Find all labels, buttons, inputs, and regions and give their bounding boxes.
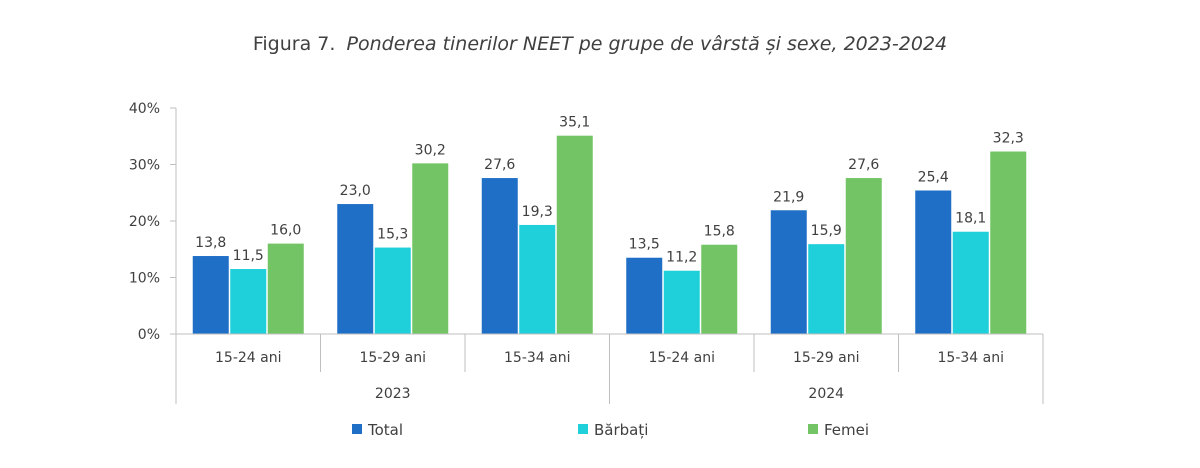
- bar: [808, 244, 845, 334]
- bar: [701, 244, 738, 334]
- bar: [626, 257, 663, 334]
- data-labels: 13,8 23,0 27,6 13,5 21,9 25,4 11,5 15,3 19,3 11,2…: [195, 115, 1024, 266]
- data-label: 13,5: [629, 237, 660, 253]
- y-tick-label: 30%: [129, 158, 160, 174]
- data-label: 18,1: [955, 211, 986, 227]
- legend-item: Femei: [808, 421, 869, 439]
- data-label: 16,0: [270, 223, 301, 239]
- x-tick-label: 15-34 ani: [938, 350, 1004, 366]
- data-label: 25,4: [918, 169, 949, 185]
- legend-item: Bărbați: [578, 421, 648, 439]
- y-axis: 0% 10% 20% 30% 40%: [129, 101, 177, 404]
- x-tick-label: 15-29 ani: [793, 350, 859, 366]
- data-label: 30,2: [415, 142, 446, 158]
- bar: [481, 178, 518, 334]
- bar: [412, 163, 449, 334]
- bar: [192, 256, 229, 334]
- data-label: 13,8: [195, 235, 226, 251]
- x-tick-label: 15-24 ani: [215, 350, 281, 366]
- chart-title-prefix: Figura 7.: [253, 33, 336, 55]
- x-tick-label: 15-34 ani: [504, 350, 570, 366]
- legend-label: Femei: [824, 421, 869, 439]
- legend-label: Total: [367, 421, 403, 439]
- data-label: 19,3: [522, 204, 553, 220]
- chart-title-text: Ponderea tinerilor NEET pe grupe de vârs…: [347, 33, 948, 55]
- y-tick-label: 20%: [129, 214, 160, 230]
- data-label: 15,8: [704, 224, 735, 240]
- y-tick-label: 40%: [129, 101, 160, 117]
- bar: [663, 270, 700, 334]
- legend-swatch: [578, 424, 588, 434]
- bar: [519, 224, 556, 334]
- group-label: 2023: [375, 386, 411, 402]
- legend-swatch: [352, 424, 362, 434]
- data-label: 27,6: [484, 157, 515, 173]
- data-label: 27,6: [848, 157, 879, 173]
- bar: [845, 178, 882, 334]
- data-label: 35,1: [559, 115, 590, 131]
- data-label: 15,9: [811, 223, 842, 239]
- x-tick-label: 15-24 ani: [649, 350, 715, 366]
- bar: [556, 135, 593, 334]
- group-label: 2024: [808, 386, 844, 402]
- data-label: 23,0: [340, 183, 371, 199]
- bar: [337, 204, 374, 334]
- data-label: 11,5: [233, 248, 264, 264]
- x-tick-label: 15-29 ani: [360, 350, 426, 366]
- y-tick-label: 0%: [138, 327, 160, 343]
- bar: [990, 151, 1027, 334]
- y-tick-label: 10%: [129, 271, 160, 287]
- bar: [267, 243, 304, 334]
- x-axis: 15-24 ani 15-29 ani 15-34 ani 15-24 ani 15-2…: [176, 333, 1044, 404]
- bar: [374, 247, 411, 334]
- legend-label: Bărbați: [594, 421, 648, 439]
- bar: [952, 231, 989, 334]
- bar: [915, 190, 952, 334]
- legend-item: Total: [352, 421, 403, 439]
- bar: [770, 210, 807, 334]
- legend: Total Bărbați Femei: [352, 421, 869, 439]
- bar: [230, 269, 267, 334]
- data-label: 21,9: [773, 189, 804, 205]
- bars: [192, 135, 1027, 334]
- chart-title: Figura 7. Ponderea tinerilor NEET pe gru…: [253, 33, 947, 55]
- data-label: 15,3: [377, 227, 408, 243]
- data-label: 11,2: [666, 250, 697, 266]
- legend-swatch: [808, 424, 818, 434]
- data-label: 32,3: [993, 131, 1024, 147]
